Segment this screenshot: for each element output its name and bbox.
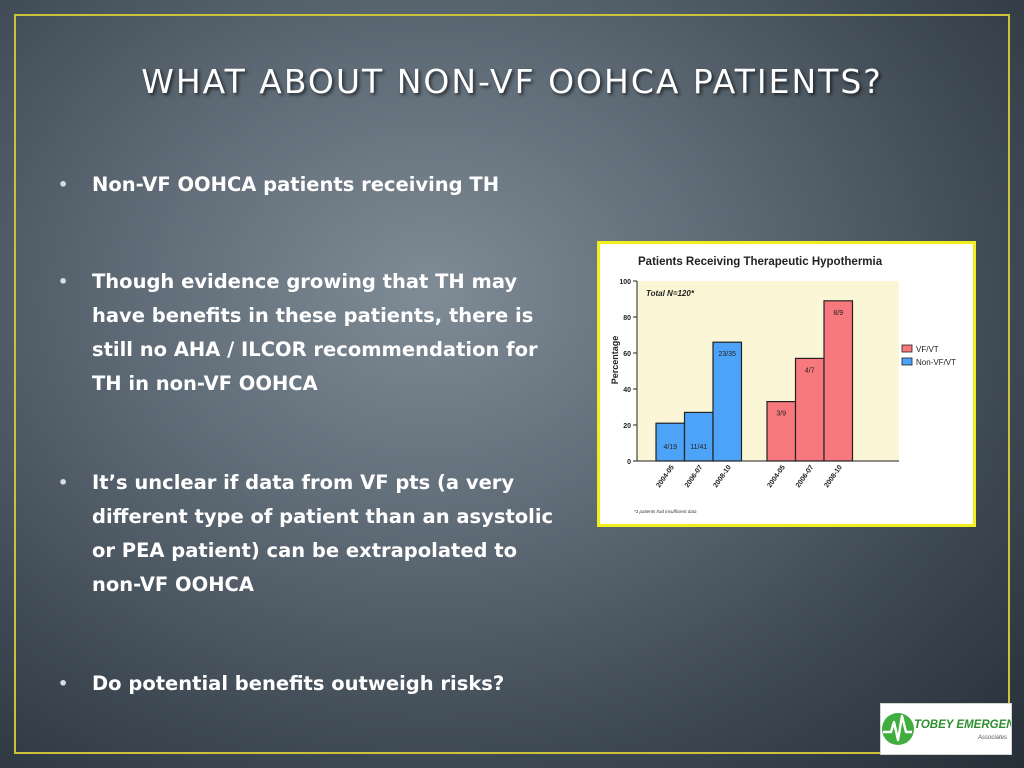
chart-title: Patients Receiving Therapeutic Hypotherm… bbox=[638, 256, 883, 268]
bar bbox=[766, 401, 797, 462]
bullet-dot-icon: • bbox=[58, 674, 69, 693]
x-tick-label: 2004-05 bbox=[766, 464, 787, 489]
bullet-text: Non-VF OOHCA patients receiving TH bbox=[92, 173, 500, 196]
bar-data-label: 3/9 bbox=[776, 411, 786, 418]
bullet-text: Do potential benefits outweigh risks? bbox=[92, 672, 505, 695]
bullet-dot-icon: • bbox=[58, 473, 69, 492]
heartbeat-icon: TOBEY EMERGENCY Associates bbox=[882, 713, 1011, 745]
y-tick-label: 60 bbox=[623, 351, 631, 358]
slide-title: WHAT ABOUT NON-VF OOHCA PATIENTS? bbox=[141, 62, 883, 101]
chart-footnote: *3 patients had insufficient data bbox=[634, 509, 697, 514]
bar bbox=[712, 341, 743, 462]
company-logo: TOBEY EMERGENCY Associates bbox=[880, 703, 1012, 755]
bar-data-label: 8/9 bbox=[833, 310, 843, 317]
hypothermia-bar-chart: Patients Receiving Therapeutic Hypotherm… bbox=[610, 256, 956, 514]
slide-frame bbox=[14, 14, 1010, 754]
logo-text: TOBEY EMERGENCY bbox=[914, 719, 1011, 731]
bar-data-label: 11/41 bbox=[690, 444, 707, 451]
y-axis-label: Percentage bbox=[610, 336, 620, 385]
y-tick-label: 100 bbox=[619, 279, 631, 286]
legend: VF/VT Non-VF/VT bbox=[901, 344, 956, 367]
x-tick-label: 2004-05 bbox=[655, 464, 676, 489]
bar bbox=[823, 300, 854, 462]
bar-data-label: 4/19 bbox=[663, 444, 677, 451]
bullet-item-3: • It’s unclear if data from VF pts (a ve… bbox=[58, 466, 558, 602]
bullet-item-1: • Non-VF OOHCA patients receiving TH bbox=[58, 168, 558, 202]
bullet-item-4: • Do potential benefits outweigh risks? bbox=[58, 667, 558, 701]
y-tick-label: 0 bbox=[627, 459, 631, 466]
legend-swatch bbox=[901, 344, 913, 353]
legend-label: VF/VT bbox=[916, 345, 939, 354]
y-tick-label: 80 bbox=[623, 315, 631, 322]
chart-annotation: Total N=120* bbox=[646, 289, 695, 298]
bullet-item-2: • Though evidence growing that TH may ha… bbox=[58, 265, 558, 401]
bullet-dot-icon: • bbox=[58, 272, 69, 291]
x-tick-label: 2008-10 bbox=[712, 464, 733, 489]
x-tick-label: 2008-10 bbox=[823, 464, 844, 489]
bullet-text: It’s unclear if data from VF pts (a very… bbox=[92, 471, 554, 596]
x-tick-label: 2006-07 bbox=[684, 464, 705, 489]
bar bbox=[683, 411, 714, 462]
bar-data-label: 23/35 bbox=[718, 351, 736, 358]
y-tick-label: 40 bbox=[623, 387, 631, 394]
legend-swatch bbox=[901, 357, 913, 366]
bullet-dot-icon: • bbox=[58, 175, 69, 194]
y-tick-label: 20 bbox=[623, 423, 631, 430]
bullet-text: Though evidence growing that TH may have… bbox=[92, 270, 538, 395]
bar bbox=[655, 422, 686, 462]
logo-subtext: Associates bbox=[977, 735, 1007, 741]
chart-figure: Patients Receiving Therapeutic Hypotherm… bbox=[597, 241, 976, 527]
bar-data-label: 4/7 bbox=[805, 367, 815, 374]
x-tick-label: 2006-07 bbox=[795, 464, 816, 489]
legend-label: Non-VF/VT bbox=[916, 358, 956, 367]
